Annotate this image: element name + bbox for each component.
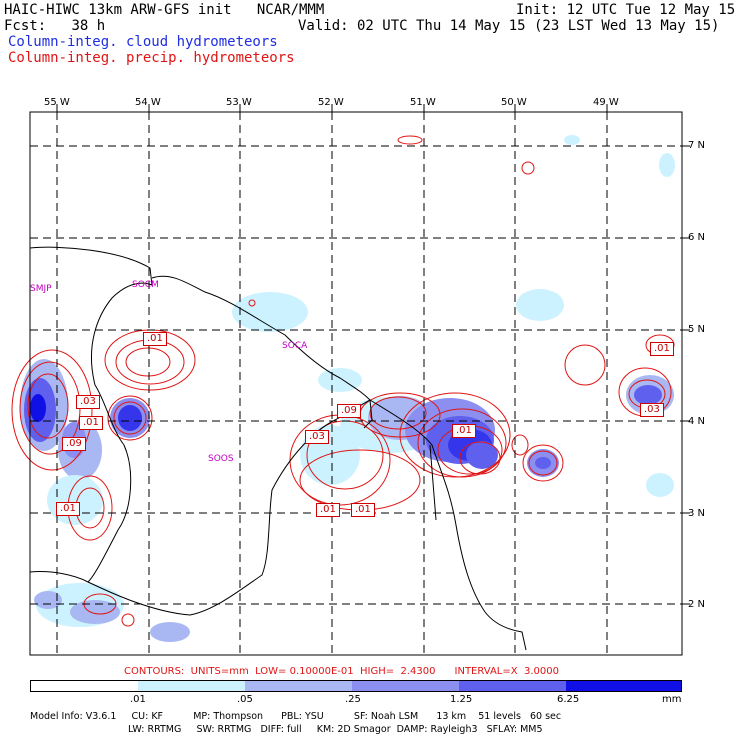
- colorbar-bin: [138, 681, 245, 691]
- forecast-value: 38 h: [71, 18, 106, 34]
- lon-label-52w: 52 W: [318, 97, 344, 108]
- lon-label-51w: 51 W: [410, 97, 436, 108]
- field-precip-label: Column-integ. precip. hydrometeors: [8, 50, 295, 66]
- lon-label-53w: 53 W: [226, 97, 252, 108]
- coastline: [29, 246, 527, 651]
- colorbar-bin: [352, 681, 459, 691]
- contour-label: .01: [79, 416, 103, 430]
- lat-label-4n: 4 N: [688, 416, 706, 427]
- contour-label: .03: [305, 430, 329, 444]
- lat-label-6n: 6 N: [688, 232, 706, 243]
- contour-label: .01: [56, 502, 80, 516]
- field-cloud-label: Column-integ. cloud hydrometeors: [8, 34, 278, 50]
- map-frame: [29, 111, 683, 656]
- lat-label-3n: 3 N: [688, 508, 706, 519]
- colorbar-tick: .25: [345, 694, 361, 705]
- contour-label: .01: [316, 503, 340, 517]
- site-smjp: SMJP: [30, 284, 52, 294]
- colorbar-bin: [245, 681, 352, 691]
- contour-label: .03: [640, 403, 664, 417]
- model-info-line2: LW: RRTMG SW: RRTMG DIFF: full KM: 2D Sm…: [128, 724, 543, 735]
- colorbar-tick: .01: [130, 694, 146, 705]
- colorbar-tick: 1.25: [450, 694, 473, 705]
- lon-label-55w: 55 W: [44, 97, 70, 108]
- lon-label-54w: 54 W: [135, 97, 161, 108]
- colorbar-bin: [459, 681, 566, 691]
- colorbar-bin: [566, 681, 681, 691]
- model-info-line1: Model Info: V3.6.1 CU: KF MP: Thompson P…: [30, 711, 562, 722]
- contour-label: .09: [337, 404, 361, 418]
- site-socm: SOCM: [132, 280, 159, 290]
- colorbar-bin: [31, 681, 138, 691]
- lat-label-2n: 2 N: [688, 599, 706, 610]
- contour-label: .09: [62, 437, 86, 451]
- lon-label-49w: 49 W: [593, 97, 619, 108]
- lon-label-50w: 50 W: [501, 97, 527, 108]
- colorbar-tick: .05: [237, 694, 253, 705]
- forecast-hour: Fcst: 38 h: [4, 18, 105, 34]
- contour-label: .03: [76, 395, 100, 409]
- valid-time: Valid: 02 UTC Thu 14 May 15 (23 LST Wed …: [298, 18, 720, 34]
- lat-label-5n: 5 N: [688, 324, 706, 335]
- colorbar-units: mm: [662, 694, 682, 705]
- init-time: Init: 12 UTC Tue 12 May 15: [516, 2, 736, 18]
- colorbar-tick: 6.25: [557, 694, 580, 705]
- colorbar: [30, 680, 682, 692]
- contour-label: .01: [143, 332, 167, 346]
- cloud-hydrometeor-shading: [20, 135, 675, 642]
- plot-title: HAIC-HIWC 13km ARW-GFS init NCAR/MMM: [4, 2, 325, 18]
- lat-label-7n: 7 N: [688, 140, 706, 151]
- forecast-label: Fcst:: [4, 18, 47, 34]
- contour-label: .01: [650, 342, 674, 356]
- contour-label: .01: [351, 503, 375, 517]
- site-soos: SOOS: [208, 454, 234, 464]
- contour-label: .01: [452, 424, 476, 438]
- site-soca: SOCA: [282, 341, 308, 351]
- contours-info: CONTOURS: UNITS=mm LOW= 0.10000E-01 HIGH…: [124, 666, 559, 677]
